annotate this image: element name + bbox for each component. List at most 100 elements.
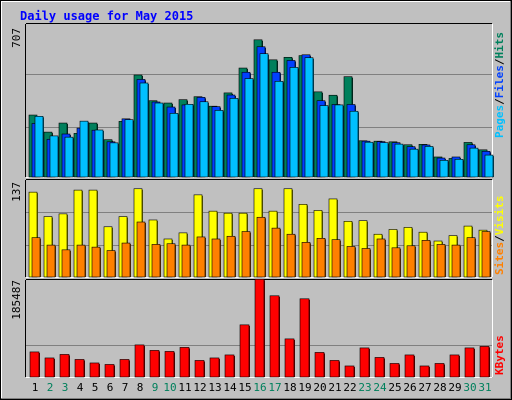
bar-kbytes-day-20 <box>314 352 325 378</box>
legend-kbytes: KBytes <box>493 335 506 375</box>
bar-pages-day-20 <box>319 105 329 178</box>
x-tick-label-day-14: 14 <box>223 381 237 394</box>
x-tick-label-day-20: 20 <box>313 381 326 394</box>
x-tick-label-day-7: 7 <box>122 381 129 394</box>
bar-sites-day-12 <box>196 236 206 278</box>
bar-kbytes-day-14 <box>224 354 235 378</box>
bar-pages-day-23 <box>364 141 374 178</box>
legend-entry-pages: Pages <box>493 105 506 138</box>
x-tick-label-day-15: 15 <box>238 381 251 394</box>
chart-marks: 1 2 3 4 5 6 7 8 9 10 11 12 13 14 15 16 17 18 19 20 21 22 23 24 2… <box>25 23 506 394</box>
bar-pages-day-24 <box>379 142 389 178</box>
bar-pages-day-21 <box>334 104 344 178</box>
bar-sites-day-10 <box>166 243 176 278</box>
bar-sites-day-15 <box>241 231 251 278</box>
bar-kbytes-day-26 <box>404 354 415 378</box>
x-tick-label-day-21: 21 <box>328 381 341 394</box>
bar-kbytes-day-31 <box>479 346 490 378</box>
bar-sites-day-20 <box>316 238 326 278</box>
x-tick-label-day-16: 16 <box>253 381 266 394</box>
bar-kbytes-day-18 <box>284 338 295 378</box>
bar-kbytes-day-6 <box>104 364 115 378</box>
bar-kbytes-day-19 <box>299 298 310 378</box>
bar-pages-day-26 <box>409 148 419 178</box>
bar-sites-day-26 <box>406 245 416 278</box>
x-tick-label-day-1: 1 <box>32 381 39 394</box>
bar-kbytes-day-7 <box>119 359 130 378</box>
bar-pages-day-8 <box>139 82 149 178</box>
bar-sites-day-31 <box>481 231 491 278</box>
x-tick-label-day-24: 24 <box>373 381 387 394</box>
x-tick-label-day-26: 26 <box>403 381 416 394</box>
bar-sites-day-16 <box>256 216 266 278</box>
bar-sites-day-8 <box>136 221 146 278</box>
bar-sites-day-22 <box>346 246 356 278</box>
x-tick-label-day-18: 18 <box>283 381 296 394</box>
bar-sites-day-9 <box>151 244 161 278</box>
bar-pages-day-4 <box>79 120 89 178</box>
x-tick-label-day-12: 12 <box>193 381 206 394</box>
x-tick-label-day-4: 4 <box>77 381 84 394</box>
bar-sites-day-2 <box>46 244 56 278</box>
x-tick-label-day-27: 27 <box>418 381 431 394</box>
x-tick-label-day-23: 23 <box>358 381 371 394</box>
bar-kbytes-day-3 <box>59 354 70 378</box>
bar-pages-day-30 <box>469 147 479 178</box>
bar-kbytes-day-27 <box>419 365 430 378</box>
bar-pages-day-29 <box>454 158 464 178</box>
bar-pages-day-12 <box>199 101 209 178</box>
bar-pages-day-6 <box>109 142 119 178</box>
bar-sites-day-3 <box>61 249 71 278</box>
bar-kbytes-day-4 <box>74 359 85 378</box>
x-tick-label-day-6: 6 <box>107 381 114 394</box>
legend-entry-kbytes: KBytes <box>493 335 506 375</box>
panel-ymax-label-kbytes: 185487 <box>10 280 23 320</box>
x-tick-label-day-29: 29 <box>448 381 461 394</box>
legend-entry-sites: Sites <box>493 242 506 275</box>
bar-sites-day-27 <box>421 240 431 278</box>
legend-entry-visits: Visits <box>493 196 506 236</box>
bar-sites-day-11 <box>181 244 191 278</box>
bar-pages-day-2 <box>49 135 59 178</box>
x-tick-label-day-28: 28 <box>433 381 446 394</box>
bar-kbytes-day-5 <box>89 362 100 378</box>
bar-pages-day-10 <box>169 113 179 178</box>
bar-kbytes-day-29 <box>449 354 460 378</box>
bar-kbytes-day-21 <box>329 360 340 378</box>
bar-kbytes-day-11 <box>179 347 190 378</box>
panel-ymax-label-visits-sites: 137 <box>10 182 23 202</box>
bar-sites-day-17 <box>271 227 281 278</box>
bar-sites-day-5 <box>91 246 101 278</box>
bar-kbytes-day-16 <box>254 278 265 378</box>
x-tick-label-day-22: 22 <box>343 381 356 394</box>
bar-sites-day-25 <box>391 247 401 278</box>
x-tick-label-day-17: 17 <box>268 381 281 394</box>
bar-kbytes-day-24 <box>374 357 385 378</box>
bar-pages-day-28 <box>439 160 449 178</box>
bar-sites-day-21 <box>331 239 341 278</box>
bar-pages-day-1 <box>34 116 44 178</box>
bar-kbytes-day-12 <box>194 360 205 378</box>
bar-sites-day-1 <box>31 237 41 278</box>
bar-sites-day-14 <box>226 235 236 278</box>
x-tick-label-day-25: 25 <box>388 381 401 394</box>
bar-kbytes-day-9 <box>149 350 160 378</box>
x-tick-label-day-11: 11 <box>178 381 191 394</box>
bar-kbytes-day-15 <box>239 324 250 378</box>
bar-kbytes-day-8 <box>134 344 145 378</box>
legend-entry-files: Files <box>493 65 506 98</box>
bar-pages-day-25 <box>394 143 404 178</box>
bar-pages-day-19 <box>304 57 314 178</box>
x-tick-label-day-10: 10 <box>163 381 176 394</box>
bar-sites-day-24 <box>376 238 386 278</box>
legend-separator: / <box>493 98 506 105</box>
bar-pages-day-5 <box>94 129 104 178</box>
bar-sites-day-7 <box>121 242 131 278</box>
x-tick-label-day-9: 9 <box>152 381 159 394</box>
bar-sites-day-6 <box>106 250 116 278</box>
bar-kbytes-day-2 <box>44 357 55 378</box>
panel-ymax-label-hits-files-pages: 707 <box>10 28 23 48</box>
x-tick-label-day-2: 2 <box>47 381 54 394</box>
